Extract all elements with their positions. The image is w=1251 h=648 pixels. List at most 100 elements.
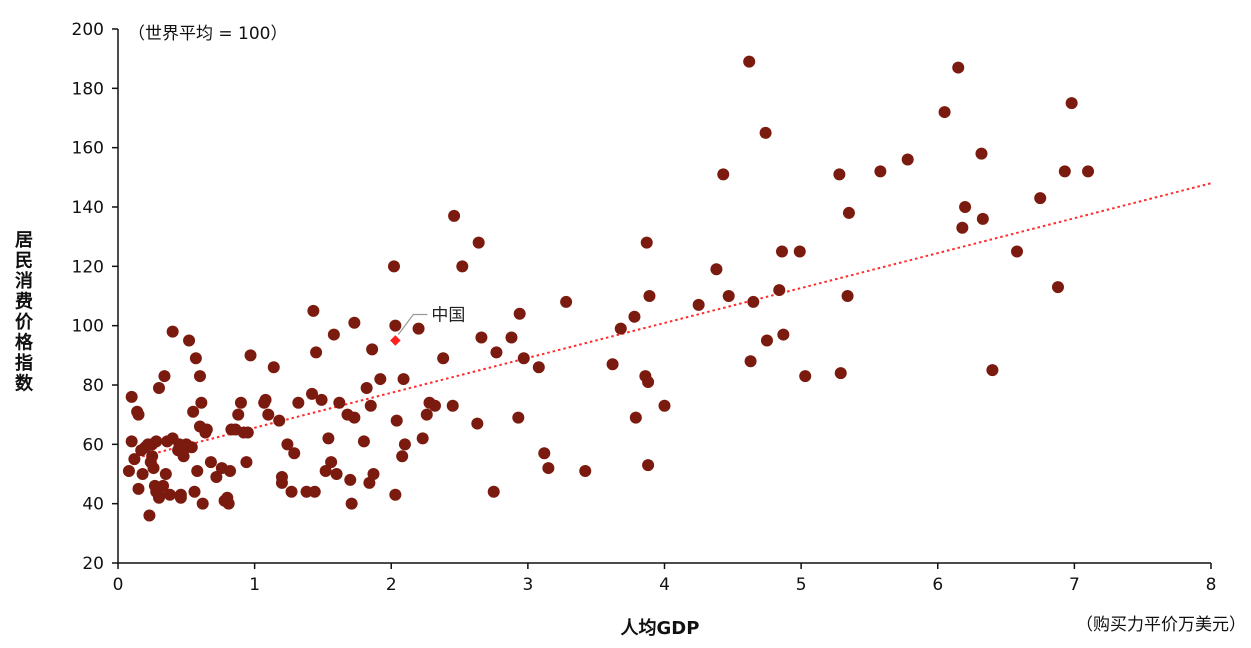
data-point bbox=[606, 358, 619, 371]
data-point bbox=[234, 396, 247, 409]
data-point bbox=[472, 236, 485, 249]
data-point bbox=[412, 322, 425, 335]
data-point bbox=[743, 55, 756, 68]
data-point bbox=[437, 352, 450, 365]
data-point bbox=[398, 438, 411, 451]
data-point bbox=[158, 370, 171, 383]
data-point bbox=[285, 485, 298, 498]
data-point bbox=[487, 485, 500, 498]
x-tick-label: 5 bbox=[796, 575, 807, 595]
data-point bbox=[446, 399, 459, 412]
data-point bbox=[901, 153, 914, 166]
data-point bbox=[471, 417, 484, 430]
data-point bbox=[874, 165, 887, 178]
y-tick-label: 120 bbox=[72, 257, 104, 277]
data-point bbox=[132, 408, 145, 421]
data-point bbox=[325, 456, 338, 469]
data-point bbox=[1034, 192, 1047, 205]
data-point bbox=[777, 328, 790, 341]
data-point bbox=[513, 307, 526, 320]
data-point bbox=[1051, 281, 1064, 294]
data-point bbox=[938, 106, 951, 119]
x-axis-title: 人均GDP bbox=[621, 617, 700, 639]
data-point bbox=[841, 290, 854, 302]
data-point bbox=[157, 479, 170, 492]
data-point bbox=[956, 221, 969, 234]
x-tick-label: 7 bbox=[1069, 575, 1080, 595]
data-point bbox=[222, 497, 235, 510]
data-point bbox=[490, 346, 503, 359]
data-point bbox=[1058, 165, 1071, 178]
data-point bbox=[200, 423, 213, 436]
data-point bbox=[374, 373, 387, 386]
data-point bbox=[125, 390, 138, 403]
x-tick-label: 1 bbox=[249, 575, 260, 595]
data-point bbox=[505, 331, 518, 344]
data-point bbox=[344, 473, 357, 486]
y-tick-label: 160 bbox=[72, 139, 104, 159]
data-point bbox=[146, 450, 159, 463]
data-point bbox=[710, 263, 723, 276]
data-point bbox=[517, 352, 530, 365]
data-point bbox=[210, 470, 223, 483]
data-point bbox=[150, 435, 163, 448]
data-point bbox=[288, 447, 301, 460]
data-point bbox=[834, 367, 847, 380]
x-tick-label: 0 bbox=[113, 575, 124, 595]
data-point bbox=[195, 396, 208, 409]
x-axis-unit: （购买力平价万美元） bbox=[1076, 615, 1246, 635]
data-point bbox=[152, 381, 165, 394]
data-point bbox=[397, 373, 410, 386]
data-point bbox=[512, 411, 525, 424]
y-tick-label: 180 bbox=[72, 79, 104, 99]
data-point bbox=[122, 465, 135, 478]
x-tick-label: 3 bbox=[522, 575, 533, 595]
data-point bbox=[542, 462, 555, 475]
data-point bbox=[722, 290, 735, 302]
y-ticks: 20 40 60 80 100 120 140 160 180 200 bbox=[72, 20, 118, 574]
highlight-point-china bbox=[388, 333, 403, 348]
data-point bbox=[187, 405, 200, 418]
data-point bbox=[642, 459, 655, 472]
x-ticks: 0 1 2 3 4 5 6 7 8 bbox=[113, 563, 1216, 595]
data-point bbox=[448, 209, 461, 222]
data-point bbox=[204, 456, 217, 469]
data-point bbox=[389, 488, 402, 501]
data-point bbox=[196, 497, 209, 510]
data-point bbox=[315, 393, 328, 406]
data-point bbox=[692, 298, 705, 311]
highlight-label: 中国 bbox=[431, 306, 465, 326]
data-point bbox=[262, 408, 275, 421]
data-point bbox=[773, 284, 786, 297]
data-point bbox=[163, 488, 176, 501]
data-point bbox=[959, 201, 972, 213]
data-point bbox=[360, 381, 373, 394]
y-tick-label: 20 bbox=[82, 554, 104, 574]
data-point bbox=[327, 328, 340, 341]
data-point bbox=[747, 295, 760, 308]
data-point bbox=[396, 450, 409, 463]
data-point bbox=[322, 432, 335, 445]
data-point bbox=[357, 435, 370, 448]
data-point bbox=[310, 346, 323, 359]
y-tick-label: 40 bbox=[82, 495, 104, 515]
data-point bbox=[128, 453, 141, 466]
data-point bbox=[306, 387, 319, 400]
annotation-world-average: （世界平均 = 100） bbox=[128, 24, 288, 44]
data-point bbox=[952, 61, 965, 74]
data-point bbox=[259, 393, 272, 406]
data-point bbox=[643, 290, 656, 302]
data-point bbox=[367, 468, 380, 480]
y-axis-title: 居民消费价格指数 bbox=[15, 230, 34, 395]
data-point bbox=[125, 435, 138, 448]
y-tick-label: 140 bbox=[72, 198, 104, 218]
data-points bbox=[122, 55, 1095, 522]
data-point bbox=[364, 399, 377, 412]
data-point bbox=[1082, 165, 1095, 178]
data-point bbox=[760, 334, 773, 347]
data-point bbox=[475, 331, 488, 344]
data-point bbox=[292, 396, 305, 409]
data-point bbox=[147, 462, 160, 475]
data-point bbox=[240, 456, 253, 469]
